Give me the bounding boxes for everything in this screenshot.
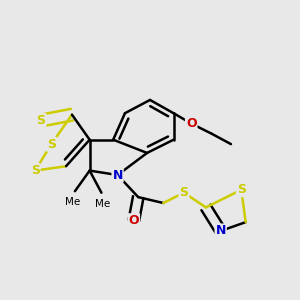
Text: Me: Me — [95, 199, 110, 208]
Text: S: S — [237, 183, 246, 196]
Text: N: N — [215, 224, 226, 238]
Text: Me: Me — [65, 197, 80, 207]
Text: S: S — [31, 164, 40, 177]
Text: S: S — [47, 138, 56, 151]
Text: S: S — [37, 114, 46, 127]
Text: O: O — [128, 214, 139, 227]
Text: N: N — [112, 169, 123, 182]
Text: S: S — [179, 186, 188, 199]
Text: O: O — [186, 117, 196, 130]
